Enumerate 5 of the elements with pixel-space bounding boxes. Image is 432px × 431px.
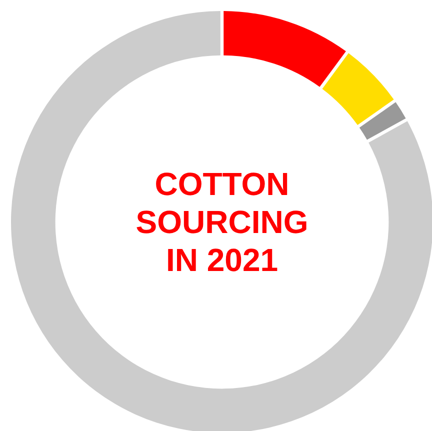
donut-slice xyxy=(359,102,406,140)
donut-slice xyxy=(322,53,394,125)
donut-slice xyxy=(224,11,346,87)
text: COTTON SOURCING IN 2021 xyxy=(136,166,308,278)
donut-slice xyxy=(11,11,432,431)
